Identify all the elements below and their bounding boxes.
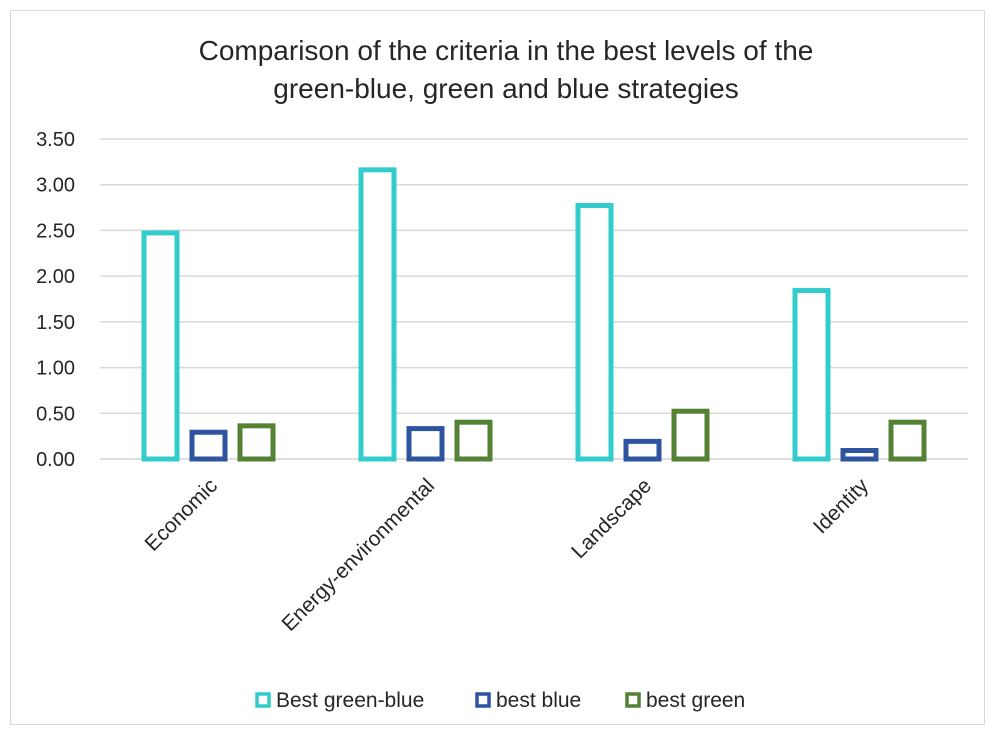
legend-swatch: [475, 692, 491, 708]
x-axis-categories: Economic Energy-environmental Landscape Ide…: [141, 474, 874, 636]
bar-green-energy-environmental: [454, 419, 493, 462]
gridlines: [100, 138, 968, 460]
y-tick-label: 3.50: [36, 129, 75, 151]
bar-green-blue-energy-environmental: [358, 167, 397, 462]
y-tick-label: 0.50: [36, 403, 75, 425]
x-category-label: Landscape: [567, 474, 656, 563]
y-axis-ticks: 0.00 0.50 1.00 1.50 2.00 2.50 3.00 3.50: [36, 129, 75, 471]
y-tick-label: 2.00: [36, 266, 75, 288]
bars: [141, 167, 927, 462]
legend-swatch: [255, 692, 271, 708]
bar-green-identity: [888, 419, 927, 462]
y-tick-label: 0.00: [36, 449, 75, 471]
bar-blue-economic: [189, 429, 228, 462]
x-category-label: Identity: [809, 474, 873, 538]
legend-label: Best green-blue: [276, 689, 424, 712]
legend-swatch: [625, 692, 641, 708]
bar-blue-landscape: [623, 438, 662, 462]
y-tick-label: 1.50: [36, 312, 75, 334]
bar-green-economic: [237, 423, 276, 462]
chart-title-line-1: Comparison of the criteria in the best l…: [199, 35, 814, 66]
legend-label: best green: [646, 689, 745, 712]
bar-green-blue-identity: [792, 288, 831, 462]
legend-label: best blue: [496, 689, 581, 712]
bar-blue-energy-environmental: [406, 426, 445, 462]
y-tick-label: 3.00: [36, 175, 75, 197]
y-tick-label: 2.50: [36, 220, 75, 242]
bar-green-landscape: [671, 408, 710, 462]
bar-green-blue-economic: [141, 230, 180, 462]
legend: Best green-blue best blue best green: [255, 689, 745, 712]
bar-green-blue-landscape: [575, 203, 614, 462]
x-category-label: Energy-environmental: [278, 474, 440, 636]
bar-blue-identity: [840, 448, 879, 462]
chart-title-line-2: green-blue, green and blue strategies: [273, 73, 738, 104]
x-category-label: Economic: [141, 474, 222, 555]
y-tick-label: 1.00: [36, 358, 75, 380]
